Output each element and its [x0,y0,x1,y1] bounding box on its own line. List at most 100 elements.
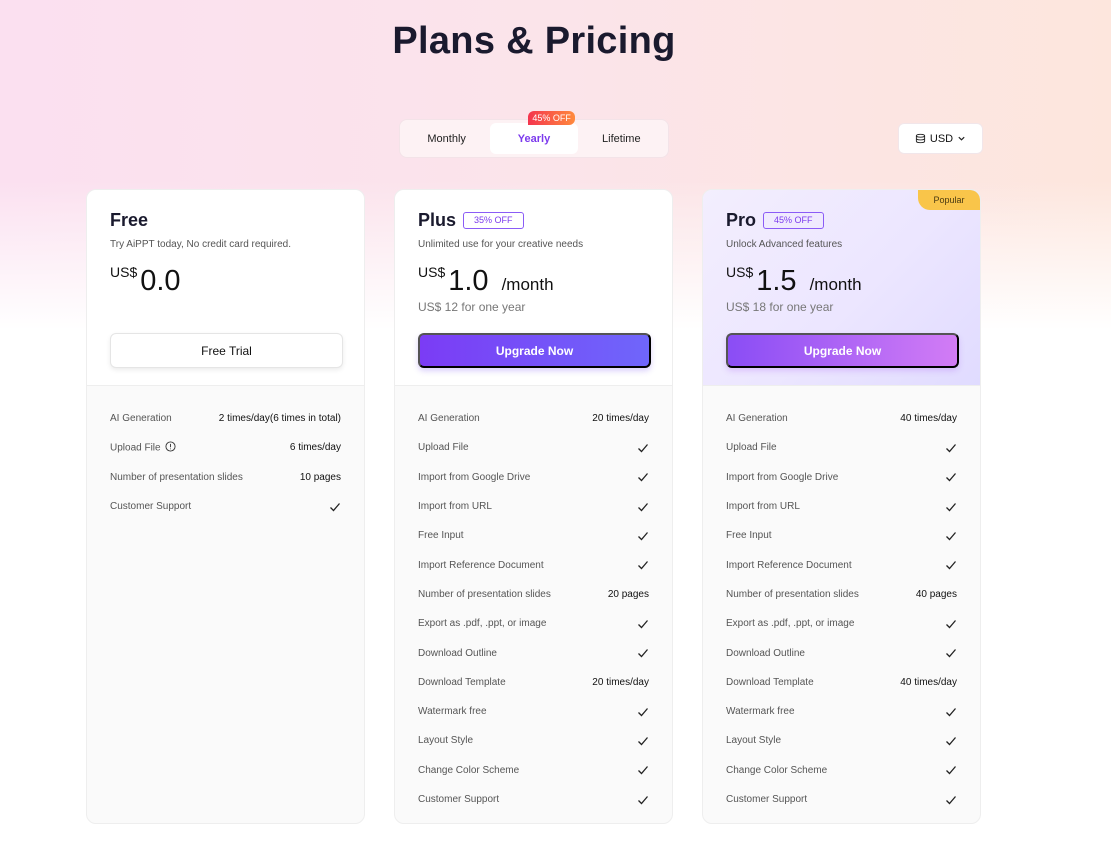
feature-label: Upload File [726,442,777,454]
plan-description: Try AiPPT today, No credit card required… [110,239,292,250]
plan-card-pro: Popular Pro 45% OFF Unlock Advanced feat… [702,189,981,824]
check-icon [637,530,649,542]
price-period: /month [501,275,554,294]
feature-row: Export as .pdf, .ppt, or image [418,609,649,638]
yearly-price: US$ 18 for one year [726,300,834,314]
feature-row: Import from URL [726,492,957,521]
feature-row: Customer Support [726,785,957,814]
feature-label: Upload File [418,442,469,454]
currency-selector[interactable]: USD [898,123,983,154]
check-icon [945,618,957,630]
check-icon [329,501,341,513]
feature-row: Import Reference Document [418,550,649,579]
check-icon [637,471,649,483]
plan-card-header: Plus 35% OFF Unlimited use for your crea… [395,190,672,386]
feature-row: Change Color Scheme [418,756,649,785]
feature-label: Change Color Scheme [418,764,520,776]
billing-option-yearly[interactable]: 45% OFF Yearly [490,111,578,154]
feature-value: 10 pages [299,471,341,483]
discount-badge: 45% OFF [528,111,575,125]
feature-label: Export as .pdf, .ppt, or image [418,618,547,630]
feature-value: 40 times/day [900,413,957,425]
price-period: /month [809,275,862,294]
billing-period-switch: Monthly 45% OFF Yearly Lifetime [399,111,669,158]
check-icon [637,442,649,454]
feature-list: AI Generation 20 times/day Upload File Impo… [395,386,672,814]
feature-label: Download Outline [726,647,805,659]
feature-label: AI Generation [418,413,480,425]
feature-value: 20 times/day [592,676,649,688]
check-icon [945,706,957,718]
info-icon[interactable] [165,441,176,455]
yearly-price: US$ 12 for one year [418,300,526,314]
check-icon [945,647,957,659]
feature-label: Download Outline [418,647,497,659]
feature-row: Layout Style [726,726,957,755]
feature-label: Watermark free [726,706,795,718]
plan-description: Unlimited use for your creative needs [418,239,584,250]
check-icon [945,530,957,542]
feature-label: Customer Support [418,794,500,805]
feature-label: AI Generation [726,413,788,425]
feature-row: Watermark free [726,697,957,726]
feature-label: Import Reference Document [418,559,544,571]
feature-label: Import Reference Document [726,559,852,571]
feature-row: Download Template 20 times/day [418,668,649,697]
feature-row: Import Reference Document [726,550,957,579]
feature-label: Number of presentation slides [418,588,551,600]
feature-row: AI Generation 20 times/day [418,404,649,433]
feature-label: Download Template [726,676,814,688]
feature-label: Layout Style [726,735,782,747]
check-icon [637,501,649,513]
plan-name: Pro [726,209,757,230]
feature-row: Import from Google Drive [726,463,957,492]
feature-row: Upload File [418,433,649,462]
feature-value: 40 times/day [900,676,957,688]
check-icon [945,735,957,747]
check-icon [945,559,957,571]
feature-label: Change Color Scheme [726,764,828,776]
feature-label: Customer Support [726,794,808,805]
plan-card-plus: Plus 35% OFF Unlimited use for your crea… [394,189,673,824]
check-icon [637,764,649,776]
feature-row: Import from URL [418,492,649,521]
price-currency: US$ [418,264,446,280]
check-icon [637,647,649,659]
feature-value: 20 times/day [592,413,649,425]
chevron-down-icon [957,134,966,143]
feature-label: Free Input [726,530,772,542]
price-value: 1.0 [448,265,489,297]
feature-row: Upload File 6 times/day [110,433,341,462]
check-icon [945,794,957,806]
check-icon [945,442,957,454]
feature-row: Download Outline [726,638,957,667]
plan-price: US$ 1.5 /month [726,261,957,297]
feature-label: Number of presentation slides [726,588,859,600]
feature-label: AI Generation [110,413,172,425]
feature-row: Number of presentation slides 20 pages [418,580,649,609]
check-icon [637,706,649,718]
check-icon [637,794,649,806]
feature-label: Watermark free [418,706,487,718]
feature-value: 2 times/day(6 times in total) [218,413,341,425]
feature-row: Layout Style [418,726,649,755]
feature-row: AI Generation 40 times/day [726,404,957,433]
upgrade-plus-button[interactable]: Upgrade Now [418,333,651,368]
billing-option-monthly[interactable]: Monthly [403,123,490,154]
feature-row: Upload File [726,433,957,462]
feature-label: Upload File [110,442,161,454]
free-trial-button[interactable]: Free Trial [110,333,343,368]
plan-card-header: Popular Pro 45% OFF Unlock Advanced feat… [703,190,980,386]
plan-price: US$ 0.0 [110,261,341,297]
currency-label: USD [929,132,954,145]
upgrade-pro-button[interactable]: Upgrade Now [726,333,959,368]
coins-icon [915,133,926,144]
price-currency: US$ [726,264,754,280]
plan-name: Plus [418,209,457,230]
plan-price: US$ 1.0 /month [418,261,649,297]
billing-option-lifetime[interactable]: Lifetime [578,123,665,154]
feature-label: Customer Support [110,501,192,513]
check-icon [945,501,957,513]
feature-row: Customer Support [110,492,341,521]
feature-label: Import from URL [418,501,492,513]
